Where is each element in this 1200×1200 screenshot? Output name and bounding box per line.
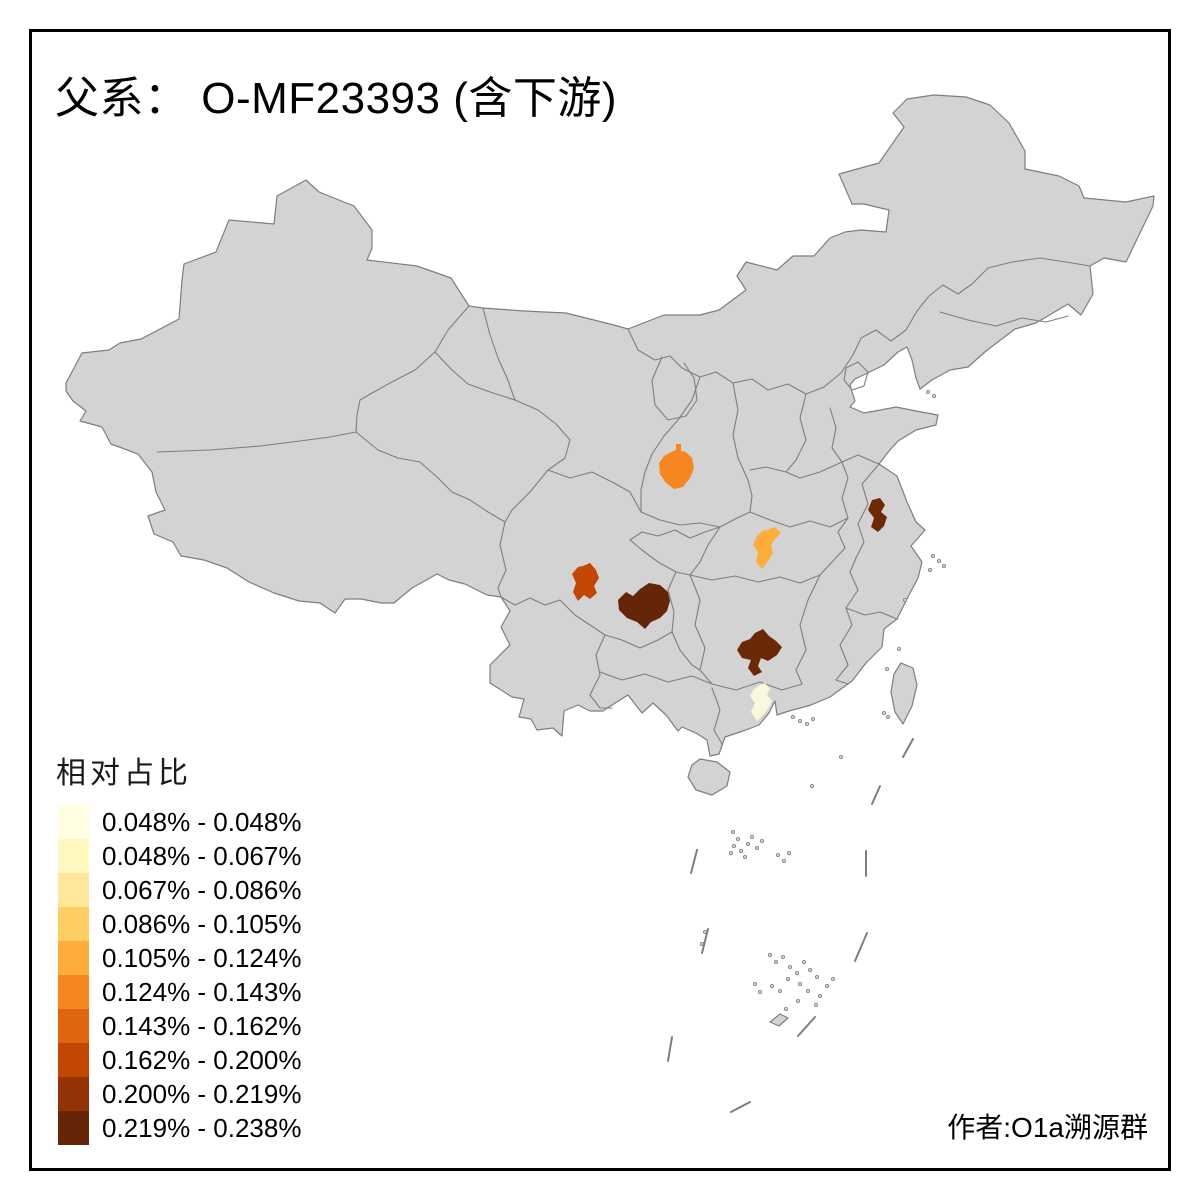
taiwan-island: [890, 662, 918, 725]
legend-label: 0.200% - 0.219%: [102, 1078, 302, 1109]
author-credit: 作者:O1a溯源群: [947, 1112, 1148, 1143]
legend-label: 0.048% - 0.048%: [102, 806, 302, 837]
legend-row: 0.105% - 0.124%: [58, 941, 301, 975]
legend-swatch: [58, 1043, 89, 1077]
legend-swatch: [58, 1111, 89, 1145]
region-guangdong-north: [750, 683, 772, 721]
legend-swatch: [58, 1009, 89, 1043]
legend-row: 0.200% - 0.219%: [58, 1077, 301, 1111]
legend-row: 0.067% - 0.086%: [58, 873, 301, 907]
legend-swatch: [58, 873, 89, 907]
south-china-sea-islands: [700, 389, 947, 1012]
page-title: 父系： O-MF23393 (含下游): [55, 74, 618, 123]
south-sea-islet: [769, 1013, 789, 1027]
legend-row: 0.124% - 0.143%: [58, 975, 301, 1009]
legend-swatch: [58, 907, 89, 941]
legend-label: 0.162% - 0.200%: [102, 1044, 302, 1075]
legend-row: 0.048% - 0.048%: [58, 805, 301, 839]
hainan-island: [687, 758, 731, 796]
mainland-china-shape: [65, 94, 1155, 757]
legend-title: 相对占比: [56, 757, 192, 790]
legend-label: 0.105% - 0.124%: [102, 942, 302, 973]
legend-label: 0.048% - 0.067%: [102, 840, 302, 871]
legend-row: 0.162% - 0.200%: [58, 1043, 301, 1077]
nine-dash-line: [667, 738, 914, 1113]
legend-row: 0.143% - 0.162%: [58, 1009, 301, 1043]
legend-label: 0.067% - 0.086%: [102, 874, 302, 905]
legend-label: 0.086% - 0.105%: [102, 908, 302, 939]
legend-swatch: [58, 839, 89, 873]
legend-row: 0.219% - 0.238%: [58, 1111, 301, 1145]
legend-row: 0.048% - 0.067%: [58, 839, 301, 873]
highlighted-regions: [572, 444, 887, 721]
region-sichuan-south: [572, 563, 599, 601]
legend-row: 0.086% - 0.105%: [58, 907, 301, 941]
legend-label: 0.143% - 0.162%: [102, 1010, 302, 1041]
legend: 0.048% - 0.048% 0.048% - 0.067% 0.067% - 0…: [58, 805, 301, 1145]
region-hubei-central: [753, 527, 781, 569]
province-boundaries: [156, 257, 1091, 745]
legend-swatch: [58, 941, 89, 975]
region-shaanxi-guanzhong: [659, 444, 694, 489]
legend-label: 0.219% - 0.238%: [102, 1112, 302, 1143]
region-jiangsu-central: [868, 498, 887, 532]
legend-label: 0.124% - 0.143%: [102, 976, 302, 1007]
legend-swatch: [58, 1077, 89, 1111]
region-hunan-south: [737, 629, 782, 676]
legend-swatch: [58, 975, 89, 1009]
legend-swatch: [58, 805, 89, 839]
region-chuan-qian-border: [618, 583, 670, 629]
